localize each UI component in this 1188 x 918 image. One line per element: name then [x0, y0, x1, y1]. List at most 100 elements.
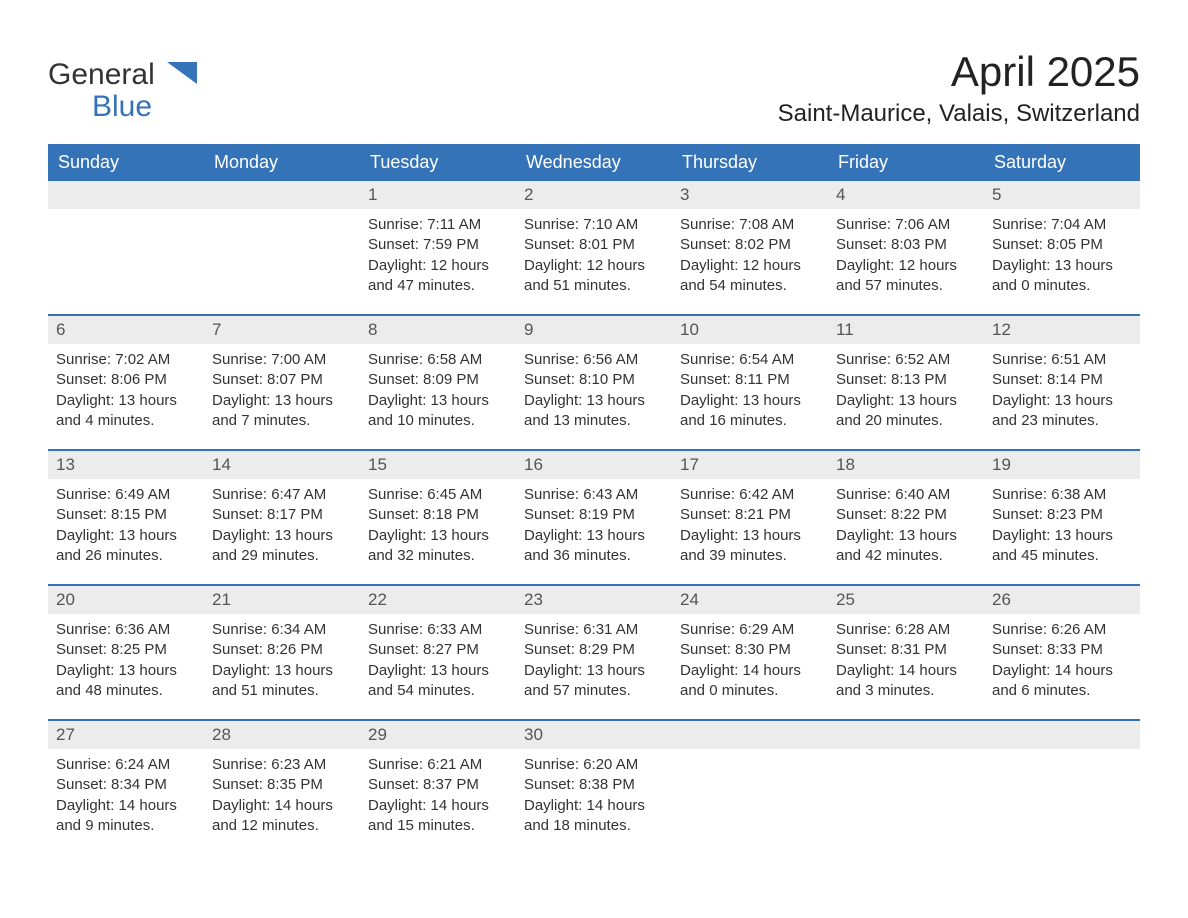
sunset-line: Sunset: 8:26 PM	[212, 640, 352, 660]
sunrise-line: Sunrise: 7:04 AM	[992, 215, 1132, 235]
week: 27282930Sunrise: 6:24 AMSunset: 8:34 PMD…	[48, 719, 1140, 854]
daylight-line: Daylight: 13 hours and 51 minutes.	[212, 661, 352, 702]
sunrise-line: Sunrise: 6:34 AM	[212, 620, 352, 640]
sunset-line: Sunset: 8:30 PM	[680, 640, 820, 660]
location: Saint-Maurice, Valais, Switzerland	[778, 100, 1140, 128]
sunrise-line: Sunrise: 6:40 AM	[836, 485, 976, 505]
day-header: Tuesday	[360, 144, 516, 181]
week-content: Sunrise: 6:49 AMSunset: 8:15 PMDaylight:…	[48, 479, 1140, 584]
day-number: 8	[360, 316, 516, 344]
sunrise-line: Sunrise: 6:51 AM	[992, 350, 1132, 370]
day-cell: Sunrise: 6:21 AMSunset: 8:37 PMDaylight:…	[360, 749, 516, 854]
day-number: 18	[828, 451, 984, 479]
week-content: Sunrise: 7:02 AMSunset: 8:06 PMDaylight:…	[48, 344, 1140, 449]
day-number: 14	[204, 451, 360, 479]
daylight-line: Daylight: 14 hours and 12 minutes.	[212, 796, 352, 837]
daylight-line: Daylight: 13 hours and 32 minutes.	[368, 526, 508, 567]
sunrise-line: Sunrise: 7:02 AM	[56, 350, 196, 370]
day-number: 7	[204, 316, 360, 344]
daynum-row: 6789101112	[48, 316, 1140, 344]
daylight-line: Daylight: 13 hours and 10 minutes.	[368, 391, 508, 432]
title-block: April 2025 Saint-Maurice, Valais, Switze…	[778, 48, 1140, 128]
day-number	[672, 721, 828, 749]
daylight-line: Daylight: 14 hours and 0 minutes.	[680, 661, 820, 702]
logo-text: General Blue	[48, 56, 197, 122]
day-number: 30	[516, 721, 672, 749]
sunrise-line: Sunrise: 6:54 AM	[680, 350, 820, 370]
sunset-line: Sunset: 8:29 PM	[524, 640, 664, 660]
week-content: Sunrise: 6:24 AMSunset: 8:34 PMDaylight:…	[48, 749, 1140, 854]
daylight-line: Daylight: 13 hours and 20 minutes.	[836, 391, 976, 432]
day-number: 11	[828, 316, 984, 344]
day-cell: Sunrise: 7:10 AMSunset: 8:01 PMDaylight:…	[516, 209, 672, 314]
day-number: 4	[828, 181, 984, 209]
sunrise-line: Sunrise: 6:43 AM	[524, 485, 664, 505]
header: General Blue April 2025 Saint-Maurice, V…	[48, 48, 1140, 128]
day-cell: Sunrise: 6:56 AMSunset: 8:10 PMDaylight:…	[516, 344, 672, 449]
day-cell: Sunrise: 6:31 AMSunset: 8:29 PMDaylight:…	[516, 614, 672, 719]
day-cell: Sunrise: 6:29 AMSunset: 8:30 PMDaylight:…	[672, 614, 828, 719]
day-number: 6	[48, 316, 204, 344]
sunrise-line: Sunrise: 6:36 AM	[56, 620, 196, 640]
sunset-line: Sunset: 8:35 PM	[212, 775, 352, 795]
daylight-line: Daylight: 13 hours and 4 minutes.	[56, 391, 196, 432]
sunrise-line: Sunrise: 6:23 AM	[212, 755, 352, 775]
sunrise-line: Sunrise: 6:20 AM	[524, 755, 664, 775]
sunset-line: Sunset: 8:14 PM	[992, 370, 1132, 390]
daylight-line: Daylight: 12 hours and 57 minutes.	[836, 256, 976, 297]
sunset-line: Sunset: 8:05 PM	[992, 235, 1132, 255]
daylight-line: Daylight: 13 hours and 36 minutes.	[524, 526, 664, 567]
day-header: Saturday	[984, 144, 1140, 181]
daylight-line: Daylight: 14 hours and 9 minutes.	[56, 796, 196, 837]
day-number: 15	[360, 451, 516, 479]
day-cell: Sunrise: 6:33 AMSunset: 8:27 PMDaylight:…	[360, 614, 516, 719]
sunset-line: Sunset: 8:03 PM	[836, 235, 976, 255]
daynum-row: 13141516171819	[48, 451, 1140, 479]
day-cell: Sunrise: 7:11 AMSunset: 7:59 PMDaylight:…	[360, 209, 516, 314]
day-headers: SundayMondayTuesdayWednesdayThursdayFrid…	[48, 144, 1140, 181]
sunset-line: Sunset: 8:22 PM	[836, 505, 976, 525]
day-header: Sunday	[48, 144, 204, 181]
sunrise-line: Sunrise: 6:31 AM	[524, 620, 664, 640]
daynum-row: 27282930	[48, 721, 1140, 749]
sunset-line: Sunset: 7:59 PM	[368, 235, 508, 255]
day-cell: Sunrise: 6:38 AMSunset: 8:23 PMDaylight:…	[984, 479, 1140, 584]
sunrise-line: Sunrise: 6:33 AM	[368, 620, 508, 640]
daylight-line: Daylight: 14 hours and 15 minutes.	[368, 796, 508, 837]
day-number: 12	[984, 316, 1140, 344]
day-number: 9	[516, 316, 672, 344]
sunset-line: Sunset: 8:01 PM	[524, 235, 664, 255]
sunrise-line: Sunrise: 7:06 AM	[836, 215, 976, 235]
day-number: 27	[48, 721, 204, 749]
day-cell: Sunrise: 6:47 AMSunset: 8:17 PMDaylight:…	[204, 479, 360, 584]
day-cell: Sunrise: 6:20 AMSunset: 8:38 PMDaylight:…	[516, 749, 672, 854]
empty-cell	[204, 209, 360, 314]
sunset-line: Sunset: 8:09 PM	[368, 370, 508, 390]
week: 12345Sunrise: 7:11 AMSunset: 7:59 PMDayl…	[48, 181, 1140, 314]
daylight-line: Daylight: 13 hours and 26 minutes.	[56, 526, 196, 567]
sunset-line: Sunset: 8:07 PM	[212, 370, 352, 390]
sunset-line: Sunset: 8:17 PM	[212, 505, 352, 525]
daylight-line: Daylight: 12 hours and 54 minutes.	[680, 256, 820, 297]
day-number: 19	[984, 451, 1140, 479]
sunrise-line: Sunrise: 6:24 AM	[56, 755, 196, 775]
sunrise-line: Sunrise: 7:08 AM	[680, 215, 820, 235]
calendar: SundayMondayTuesdayWednesdayThursdayFrid…	[48, 144, 1140, 854]
empty-cell	[48, 209, 204, 314]
day-cell: Sunrise: 6:40 AMSunset: 8:22 PMDaylight:…	[828, 479, 984, 584]
sunrise-line: Sunrise: 7:00 AM	[212, 350, 352, 370]
daylight-line: Daylight: 13 hours and 7 minutes.	[212, 391, 352, 432]
sunrise-line: Sunrise: 6:21 AM	[368, 755, 508, 775]
day-cell: Sunrise: 6:51 AMSunset: 8:14 PMDaylight:…	[984, 344, 1140, 449]
day-number	[204, 181, 360, 209]
sunset-line: Sunset: 8:18 PM	[368, 505, 508, 525]
day-number	[48, 181, 204, 209]
week: 20212223242526Sunrise: 6:36 AMSunset: 8:…	[48, 584, 1140, 719]
daylight-line: Daylight: 12 hours and 47 minutes.	[368, 256, 508, 297]
daylight-line: Daylight: 13 hours and 45 minutes.	[992, 526, 1132, 567]
sunset-line: Sunset: 8:27 PM	[368, 640, 508, 660]
sunrise-line: Sunrise: 7:11 AM	[368, 215, 508, 235]
empty-cell	[828, 749, 984, 854]
day-cell: Sunrise: 6:34 AMSunset: 8:26 PMDaylight:…	[204, 614, 360, 719]
sunset-line: Sunset: 8:33 PM	[992, 640, 1132, 660]
